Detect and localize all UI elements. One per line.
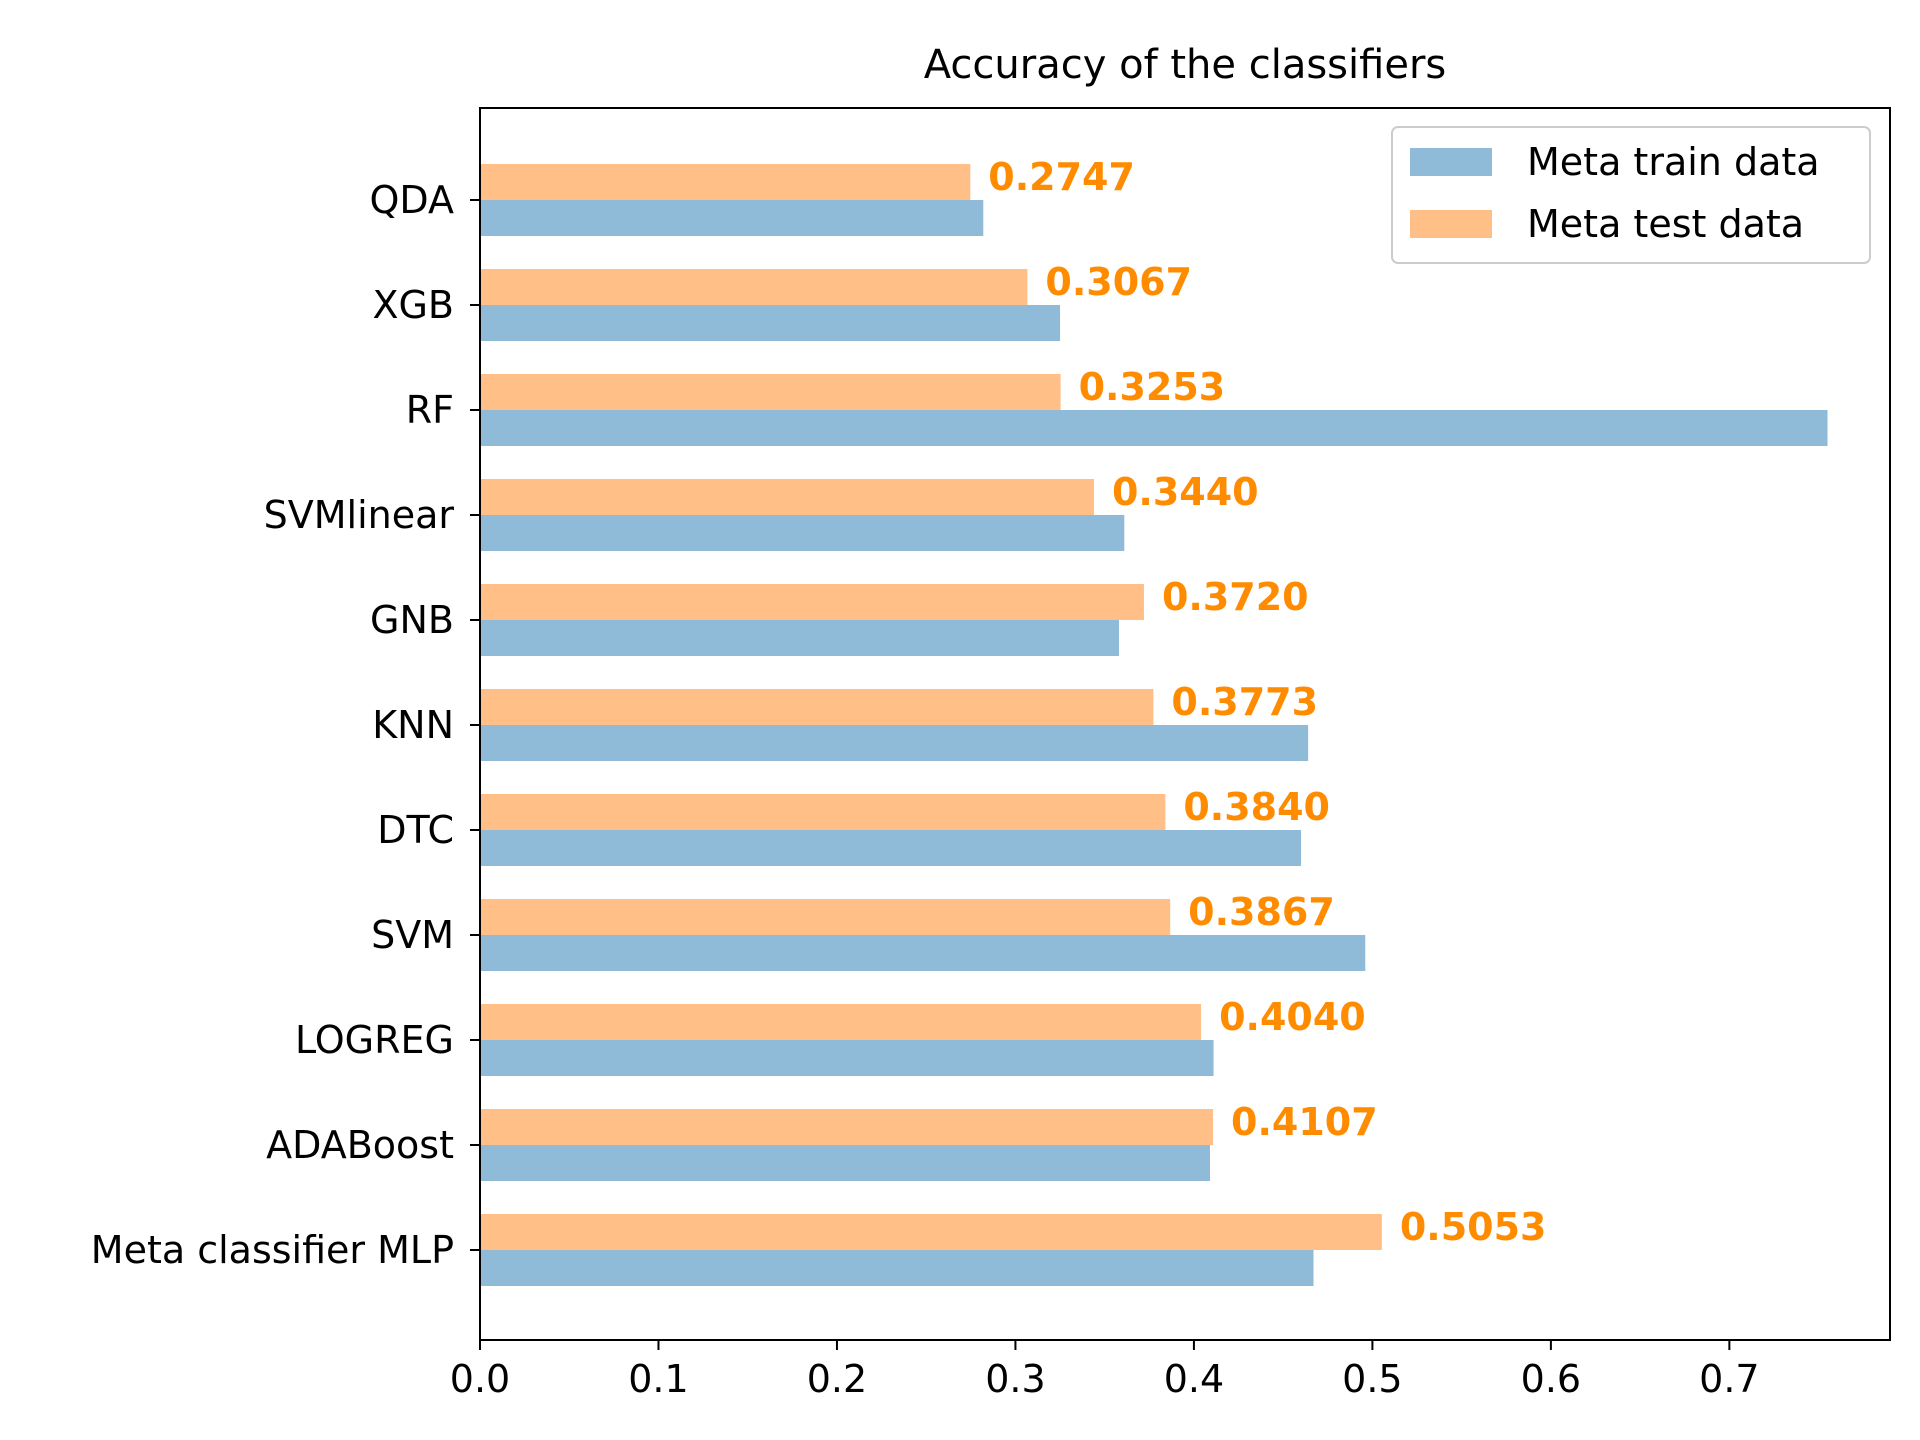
x-axis: 0.0 0.1 0.2 0.3 0.4 0.5 0.6 0.7 [450, 1340, 1760, 1401]
x-tick-label-3: 0.3 [985, 1357, 1045, 1401]
bar-test-adaboost [480, 1109, 1214, 1145]
bar-train-svmlinear [480, 515, 1125, 551]
y-tick-label-svm: SVM [371, 913, 454, 957]
value-label-svmlinear: 0.3440 [1112, 470, 1259, 514]
value-label-qda: 0.2747 [988, 155, 1135, 199]
y-tick-label-svmlinear: SVMlinear [264, 493, 455, 537]
bar-test-gnb [480, 584, 1144, 620]
y-tick-label-xgb: XGB [372, 283, 454, 327]
y-tick-label-dtc: DTC [377, 808, 454, 852]
bar-train-logreg [480, 1040, 1214, 1076]
y-tick-label-adaboost: ADABoost [266, 1123, 454, 1167]
bar-test-svm [480, 899, 1171, 935]
bar-train-svm [480, 935, 1366, 971]
bar-train-rf [480, 410, 1828, 446]
legend-label-train: Meta train data [1527, 140, 1820, 184]
bar-test-dtc [480, 794, 1166, 830]
value-label-gnb: 0.3720 [1162, 575, 1309, 619]
x-tick-label-2: 0.2 [807, 1357, 867, 1401]
value-label-svm: 0.3867 [1188, 890, 1335, 934]
bar-train-meta-classifier-mlp [480, 1250, 1314, 1286]
bar-test-qda [480, 164, 971, 200]
legend-box [1391, 126, 1871, 264]
bar-train-xgb [480, 305, 1061, 341]
y-tick-label-knn: KNN [372, 703, 454, 747]
bar-test-rf [480, 374, 1061, 410]
bar-train-knn [480, 725, 1309, 761]
x-tick-label-5: 0.5 [1342, 1357, 1402, 1401]
legend-swatch-train [1410, 148, 1492, 176]
value-label-dtc: 0.3840 [1183, 785, 1330, 829]
bar-train-adaboost [480, 1145, 1210, 1181]
y-tick-label-meta-classifier-mlp: Meta classifier MLP [91, 1228, 454, 1272]
value-labels-layer: 0.2747 0.3067 0.3253 0.3440 0.3720 0.3773 0.38… [988, 155, 1546, 1249]
y-tick-label-qda: QDA [370, 178, 455, 222]
bar-test-meta-classifier-mlp [480, 1214, 1382, 1250]
bar-train-dtc [480, 830, 1302, 866]
y-tick-label-logreg: LOGREG [295, 1018, 454, 1062]
bar-test-xgb [480, 269, 1028, 305]
value-label-adaboost: 0.4107 [1231, 1100, 1378, 1144]
x-tick-label-0: 0.0 [450, 1357, 510, 1401]
value-label-knn: 0.3773 [1171, 680, 1318, 724]
y-tick-label-gnb: GNB [370, 598, 454, 642]
legend: Meta train data Meta test data [1391, 126, 1871, 264]
x-tick-label-7: 0.7 [1699, 1357, 1759, 1401]
bar-test-knn [480, 689, 1154, 725]
legend-swatch-test [1410, 210, 1492, 238]
chart-title: Accuracy of the classifiers [924, 42, 1446, 88]
bars-layer [480, 164, 1828, 1286]
value-label-meta-classifier-mlp: 0.5053 [1400, 1205, 1547, 1249]
x-tick-label-4: 0.4 [1164, 1357, 1224, 1401]
value-label-rf: 0.3253 [1079, 365, 1226, 409]
value-label-xgb: 0.3067 [1045, 260, 1192, 304]
x-tick-label-6: 0.6 [1521, 1357, 1581, 1401]
bar-train-gnb [480, 620, 1119, 656]
bar-train-qda [480, 200, 984, 236]
bar-test-logreg [480, 1004, 1202, 1040]
y-axis: QDA XGB RF SVMlinear GNB KNN DTC SVM LOGREG ADABo… [91, 178, 480, 1272]
bar-test-svmlinear [480, 479, 1094, 515]
x-tick-label-1: 0.1 [628, 1357, 688, 1401]
legend-label-test: Meta test data [1527, 202, 1804, 246]
value-label-logreg: 0.4040 [1219, 995, 1366, 1039]
y-tick-label-rf: RF [406, 388, 454, 432]
